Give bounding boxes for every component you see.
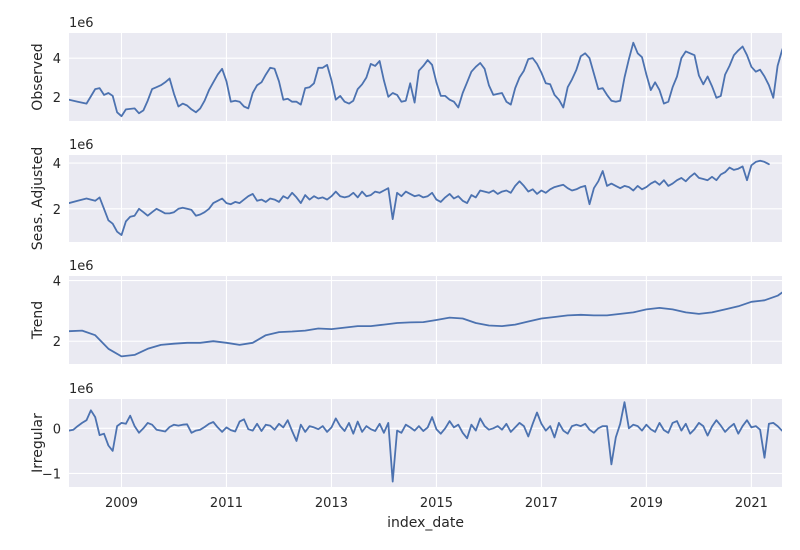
series-line-trend: [69, 291, 782, 358]
panels-layer: 2 4 1e6 Observed 2 4 1e6 Seas. Adjusted 2 4 1e6 Tre…: [30, 16, 782, 511]
panel-background: [69, 399, 782, 487]
y-scale-label: 1e6: [69, 16, 94, 31]
panel-irregular: 2009 2011 2013 2015 2017 2019 2021 0 −1 1e6 Irregu…: [30, 382, 782, 511]
x-tick-label: 2013: [315, 496, 348, 511]
series-line-seasonally-adjusted: [69, 159, 770, 236]
x-tick-label: 2015: [420, 496, 453, 511]
panel-background: [69, 33, 782, 121]
y-tick-label: 4: [53, 52, 61, 67]
y-axis-label: Trend: [30, 301, 46, 340]
y-tick-label: 0: [53, 422, 61, 437]
y-axis-label: Seas. Adjusted: [30, 147, 46, 251]
panel-trend: 2 4 1e6 Trend: [30, 259, 782, 364]
y-scale-label: 1e6: [69, 259, 94, 274]
x-tick-label: 2009: [105, 496, 138, 511]
y-tick-label: −1: [42, 467, 61, 482]
panel-observed: 2 4 1e6 Observed: [30, 16, 782, 121]
panel-seasonally-adjusted: 2 4 1e6 Seas. Adjusted: [30, 138, 782, 250]
x-axis-label: index_date: [387, 515, 464, 531]
y-axis-label: Observed: [30, 43, 46, 110]
x-tick-label: 2017: [525, 496, 558, 511]
y-tick-label: 4: [53, 275, 61, 290]
panel-background: [69, 155, 782, 242]
x-tick-label: 2021: [735, 496, 768, 511]
series-line-irregular: [69, 401, 782, 483]
y-tick-label: 2: [53, 91, 61, 106]
y-scale-label: 1e6: [69, 382, 94, 397]
y-scale-label: 1e6: [69, 138, 94, 153]
y-tick-label: 2: [53, 335, 61, 350]
panel-background: [69, 276, 782, 364]
series-line-observed: [69, 41, 782, 118]
x-tick-label: 2019: [630, 496, 663, 511]
x-tick-label: 2011: [210, 496, 243, 511]
y-axis-label: Irregular: [30, 413, 46, 473]
y-tick-label: 2: [53, 203, 61, 218]
y-tick-label: 4: [53, 157, 61, 172]
